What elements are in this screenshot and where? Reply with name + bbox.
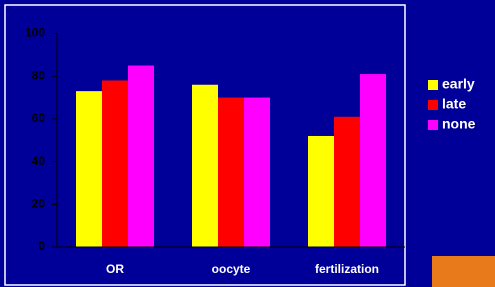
legend-label: early xyxy=(442,76,475,92)
x-tick-label: fertilization xyxy=(315,262,379,276)
y-tick-label: 40 xyxy=(32,154,46,168)
bar xyxy=(102,80,128,247)
bar xyxy=(334,117,360,247)
legend-swatch xyxy=(428,100,438,110)
bar xyxy=(244,98,270,247)
x-tick-label: OR xyxy=(106,262,124,276)
y-tick-label: 100 xyxy=(25,26,45,40)
bar xyxy=(76,91,102,247)
legend-swatch xyxy=(428,80,438,90)
bar xyxy=(192,85,218,247)
legend-label: none xyxy=(442,116,476,132)
bar xyxy=(128,66,154,247)
bar xyxy=(218,98,244,247)
bar xyxy=(308,136,334,247)
y-tick-label: 20 xyxy=(32,196,46,210)
legend-swatch xyxy=(428,120,438,130)
decoration xyxy=(432,256,495,287)
legend-label: late xyxy=(442,96,466,112)
y-tick-label: 0 xyxy=(38,239,45,253)
y-tick-label: 80 xyxy=(32,68,46,82)
bar xyxy=(360,74,386,247)
chart: 0 20 40 60 80 100 OR oocyte fertilization early la… xyxy=(0,0,495,287)
y-tick-label: 60 xyxy=(32,111,46,125)
x-tick-label: oocyte xyxy=(212,262,251,276)
page: 0 20 40 60 80 100 OR oocyte fertilization early la… xyxy=(0,0,495,287)
